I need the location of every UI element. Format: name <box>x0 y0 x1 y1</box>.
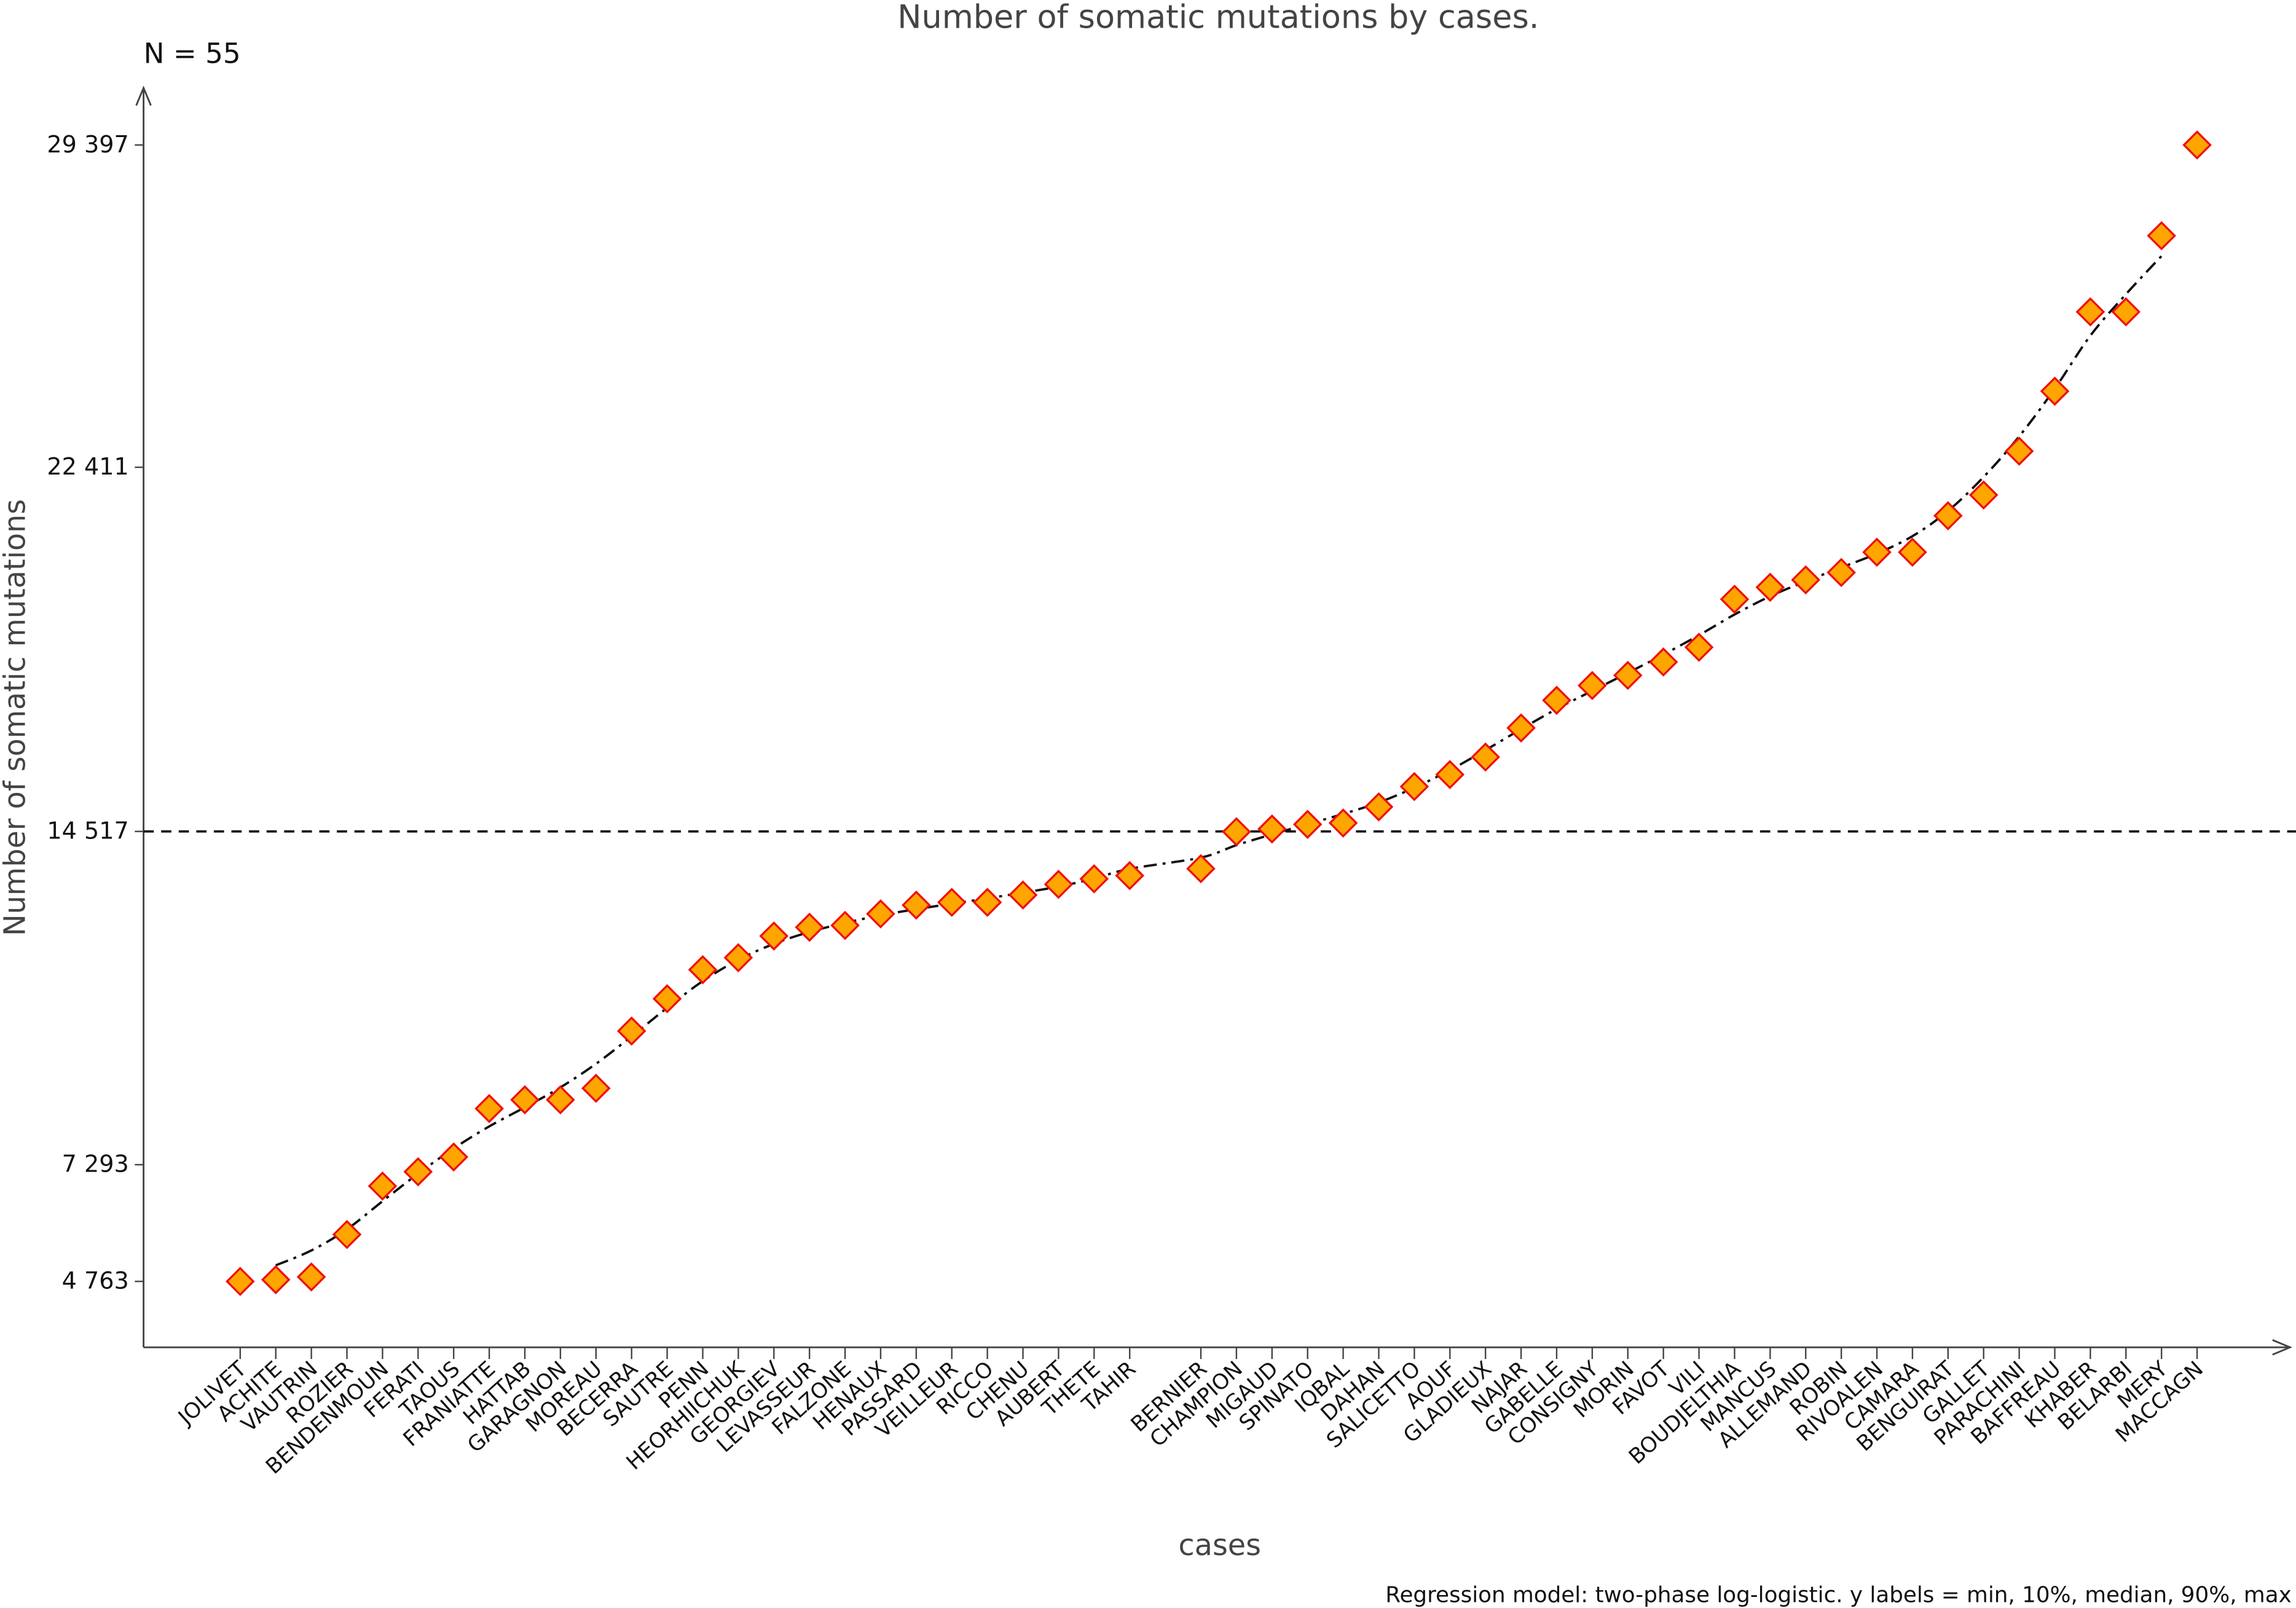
data-point-veilleur <box>937 888 967 917</box>
y-tick-label: 4 763 <box>62 1267 129 1295</box>
data-point-aouf <box>1435 760 1465 789</box>
data-point-hattab <box>510 1085 540 1115</box>
data-point-gabelle <box>1542 685 1571 715</box>
y-axis-title: Number of somatic mutations <box>0 499 33 936</box>
data-point-champion <box>1222 817 1251 846</box>
data-point-moreau <box>581 1073 611 1103</box>
data-point-spinato <box>1292 810 1323 839</box>
data-point-henaux <box>866 899 895 929</box>
data-point-levasseur <box>795 912 824 942</box>
footnote: Regression model: two-phase log-logistic… <box>1385 1582 2292 1607</box>
data-point-favot <box>1648 647 1678 677</box>
data-point-aubert <box>1044 869 1074 899</box>
data-point-gallet <box>1968 480 1999 510</box>
data-point-vili <box>1684 633 1714 662</box>
data-point-parachini <box>2004 436 2034 466</box>
data-point-sautre <box>652 984 682 1014</box>
data-point-passard <box>902 890 931 920</box>
data-point-falzone <box>830 910 860 940</box>
chart-title: Number of somatic mutations by cases. <box>897 0 1539 36</box>
data-point-achite <box>261 1265 291 1295</box>
x-axis-title: cases <box>1179 1529 1261 1563</box>
data-point-belarbi <box>2111 297 2141 327</box>
data-point-ferati <box>403 1157 433 1187</box>
data-point-baffreau <box>2040 376 2070 406</box>
data-point-garagnon <box>546 1085 575 1115</box>
data-point-ricco <box>972 888 1002 917</box>
data-point-chenu <box>1008 880 1038 910</box>
data-point-mery <box>2147 221 2176 251</box>
x-axis <box>143 1339 2293 1356</box>
data-point-rozier <box>332 1220 362 1250</box>
data-point-robin <box>1826 558 1856 588</box>
data-point-khaber <box>2075 297 2105 327</box>
data-point-vautrin <box>296 1262 326 1292</box>
data-point-jolivet <box>226 1266 255 1296</box>
data-point-allemand <box>1791 565 1821 595</box>
data-point-migaud <box>1257 814 1287 844</box>
data-point-tahir <box>1115 861 1145 891</box>
regression-curve <box>275 255 2163 1267</box>
data-point-camara <box>1898 537 1927 567</box>
data-point-bendenmoun <box>368 1171 398 1201</box>
data-point-dahan <box>1364 792 1394 822</box>
data-point-salicetto <box>1399 771 1429 802</box>
data-point-consigny <box>1578 671 1607 701</box>
data-point-boudjelthia <box>1720 585 1750 614</box>
data-point-georgiev <box>759 921 789 951</box>
data-point-heorhiichuk <box>723 943 753 972</box>
y-axis <box>135 85 152 1347</box>
data-point-iqbal <box>1328 808 1358 838</box>
data-point-mancus <box>1755 572 1785 602</box>
y-tick-label: 22 411 <box>47 453 128 480</box>
data-point-taous <box>439 1142 469 1172</box>
data-point-maccagn <box>2182 130 2212 160</box>
data-point-penn <box>688 955 718 985</box>
data-point-becerra <box>616 1016 647 1046</box>
n-label: N = 55 <box>144 37 241 69</box>
data-point-thete <box>1079 864 1109 894</box>
data-point-morin <box>1613 660 1643 690</box>
y-tick-label: 7 293 <box>62 1151 129 1178</box>
data-point-rivoalen <box>1862 537 1892 567</box>
data-point-najar <box>1506 713 1536 743</box>
data-point-gladieux <box>1471 742 1500 772</box>
y-tick-label: 29 397 <box>47 131 128 158</box>
y-tick-label: 14 517 <box>47 818 128 845</box>
data-point-bernier <box>1186 854 1216 884</box>
data-point-benguirat <box>1933 501 1963 530</box>
data-point-franiatte <box>474 1094 504 1124</box>
